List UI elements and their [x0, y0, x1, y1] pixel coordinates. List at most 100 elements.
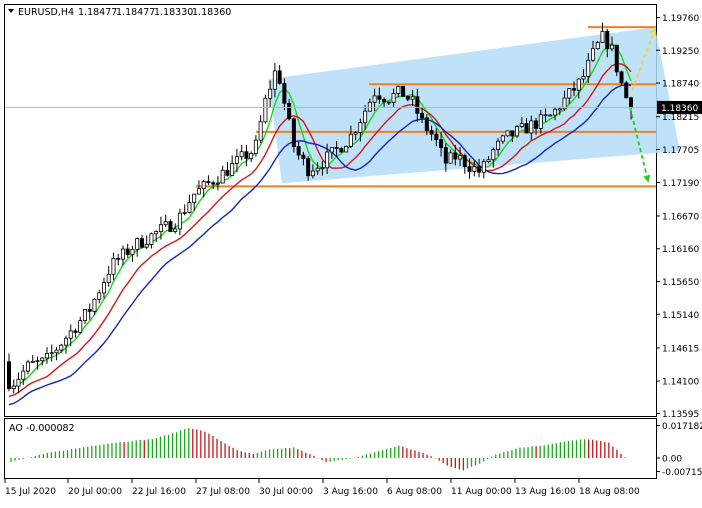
candle-body [40, 357, 45, 362]
candle-body [405, 96, 410, 100]
candle-body [377, 95, 382, 100]
candle-body [116, 257, 121, 260]
candle-body [182, 211, 187, 214]
dropdown-triangle-icon[interactable] [8, 9, 14, 13]
time-tick-label: 18 Aug 08:00 [579, 487, 640, 497]
candle-body [595, 42, 600, 49]
candle-body [534, 120, 539, 129]
price-tick-label: 1.18740 [662, 80, 699, 90]
candle-body [68, 330, 73, 339]
time-tick-label: 30 Jul 00:00 [259, 487, 313, 497]
candle-body [44, 352, 49, 359]
candle-body [63, 337, 68, 346]
candle-body [344, 145, 349, 153]
candle-body [173, 228, 178, 232]
time-tick-label: 11 Aug 00:00 [451, 487, 512, 497]
candle-body [472, 166, 477, 172]
candle-body [120, 248, 125, 260]
candle-body [130, 248, 135, 256]
oscillator-panel-border [4, 418, 657, 479]
candle-body [363, 110, 368, 124]
candle-body [367, 101, 372, 112]
candle-body [529, 120, 534, 134]
candle-body [16, 378, 21, 387]
candle-body [339, 148, 344, 153]
candle-body [481, 161, 486, 173]
candle-body [139, 238, 144, 248]
price-tick-label: 1.16670 [662, 212, 699, 222]
price-tick-label: 1.15650 [662, 278, 699, 288]
ohlc-low: 1.18330 [154, 7, 193, 18]
channel-band [268, 27, 680, 184]
candle-body [486, 159, 491, 162]
candle-body [54, 349, 59, 354]
candle-body [401, 85, 406, 97]
chart-header: EURUSD,H4 1.18477 1.18477 1.18330 1.1836… [8, 7, 231, 18]
symbol-label: EURUSD,H4 [18, 7, 74, 18]
candle-body [572, 88, 577, 91]
candle-body [515, 126, 520, 137]
candle-body [510, 130, 515, 137]
candle-body [557, 108, 562, 111]
candle-body [434, 133, 439, 141]
candle-body [353, 132, 358, 135]
candle-body [548, 114, 553, 117]
candle-body [458, 155, 463, 160]
time-tick-label: 13 Aug 16:00 [515, 487, 576, 497]
candle-body [477, 166, 482, 173]
candle-body [415, 96, 420, 114]
candle-body [562, 97, 567, 110]
candle-body [424, 117, 429, 132]
candle-body [348, 133, 353, 147]
candle-body [567, 88, 572, 99]
price-tick-label: 1.19760 [662, 14, 699, 24]
candle-body [21, 370, 26, 380]
current-price-tag: 1.18360 [5, 100, 702, 114]
candle-body [97, 292, 102, 300]
candle-body [576, 78, 581, 91]
ao-tick-label: 0.00 [662, 455, 682, 465]
candle-body [234, 156, 239, 164]
candle-body [538, 114, 543, 129]
candle-body [391, 93, 396, 103]
candle-body [272, 70, 277, 90]
candle-body [30, 360, 35, 363]
candle-body [410, 96, 415, 100]
candle-body [11, 385, 16, 390]
price-tick-label: 1.15140 [662, 311, 699, 321]
candle-body [420, 112, 425, 119]
candle-body [263, 97, 268, 123]
forecast-arrow [629, 107, 649, 181]
candle-body [282, 83, 287, 104]
candle-body [149, 233, 154, 245]
price-tick-label: 1.17705 [662, 146, 699, 156]
ohlc-open: 1.18477 [78, 7, 117, 18]
candle-body [320, 167, 325, 170]
current-price-value: 1.18360 [661, 104, 698, 114]
ao-label: AO -0.000082 [9, 423, 75, 434]
candle-body [386, 101, 391, 104]
candle-body [125, 248, 130, 256]
price-tick-label: 1.14100 [662, 378, 699, 388]
current-price-box [657, 100, 702, 114]
time-tick-label: 20 Jul 00:00 [68, 487, 122, 497]
price-channel [268, 27, 680, 184]
candle-body [600, 30, 605, 43]
ao-histogram [10, 428, 626, 471]
candle-body [462, 155, 467, 167]
candle-body [614, 44, 619, 73]
candle-body [619, 71, 624, 84]
candle-body [230, 162, 235, 176]
candle-body [201, 181, 206, 189]
horizontal-levels [196, 26, 656, 188]
ohlc-high: 1.18477 [116, 7, 155, 18]
candle-body [287, 102, 292, 120]
forecast-arrow [631, 28, 656, 92]
candle-body [586, 59, 591, 77]
candle-body [87, 309, 92, 312]
forecast-arrows [629, 27, 657, 183]
candle-body [396, 85, 401, 94]
candle-body [258, 121, 263, 141]
